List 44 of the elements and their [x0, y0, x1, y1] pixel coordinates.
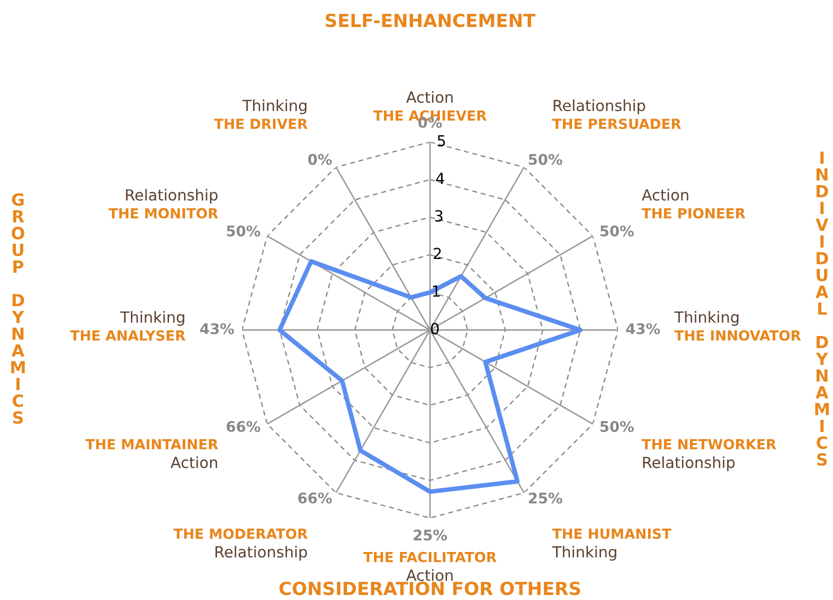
text: 50%	[600, 225, 634, 236]
spoke-label: THE HUMANIST	[552, 528, 672, 539]
text: Relationship	[554, 99, 646, 114]
text: 50%	[600, 420, 634, 432]
text: Action	[170, 456, 218, 468]
text: Thinking	[242, 99, 306, 114]
spoke-label: THE NETWORKER	[642, 439, 776, 450]
y-tick-label: 4	[436, 172, 444, 184]
text: 0%	[308, 154, 332, 165]
y-tick-label: 1	[432, 286, 440, 297]
text: 50%	[226, 225, 260, 236]
text: 50%	[528, 154, 562, 165]
spoke-label: THE MONITOR	[108, 208, 218, 219]
text: 66%	[226, 420, 260, 432]
spoke-label: THE PERSUADER	[552, 118, 682, 130]
text: Action	[406, 569, 453, 581]
chart-title: SELF-ENHANCEMENT	[326, 14, 536, 28]
text: Thinking	[120, 311, 184, 326]
y-tick-label: 5	[438, 135, 445, 147]
text: 43%	[626, 323, 660, 334]
text: Thinking	[674, 311, 738, 326]
spoke-label: THE ANALYSER	[70, 330, 186, 341]
spoke-label: THE MAINTAINER	[86, 439, 218, 450]
text: 43%	[200, 323, 234, 334]
text: Relationship	[216, 546, 307, 561]
text: Action	[642, 188, 688, 201]
text: Thinking	[552, 546, 616, 561]
y-tick-label: 2	[434, 248, 441, 260]
text: Relationship	[126, 188, 218, 204]
text: Action	[406, 91, 453, 103]
text: INDIVIDUAL DYNAMICS	[815, 152, 829, 466]
y-tick-label: 3	[435, 210, 442, 222]
spoke-label: THE PIONEER	[642, 208, 746, 219]
text: 25%	[528, 492, 562, 504]
text: GROUP DYNAMICS	[11, 193, 25, 424]
y-tick-label: 0	[431, 322, 439, 334]
text: CONSIDERATION FOR OTHERS	[279, 582, 580, 596]
spoke-label: THE INNOVATOR	[674, 330, 801, 341]
spoke-label: THE DRIVER	[214, 118, 308, 129]
spoke-label: THE MODERATOR	[173, 528, 308, 539]
text: 25%	[414, 530, 447, 541]
spoke-label: THE FACILITATOR	[363, 552, 496, 562]
text: 66%	[298, 492, 332, 504]
text: Relationship	[643, 456, 735, 472]
